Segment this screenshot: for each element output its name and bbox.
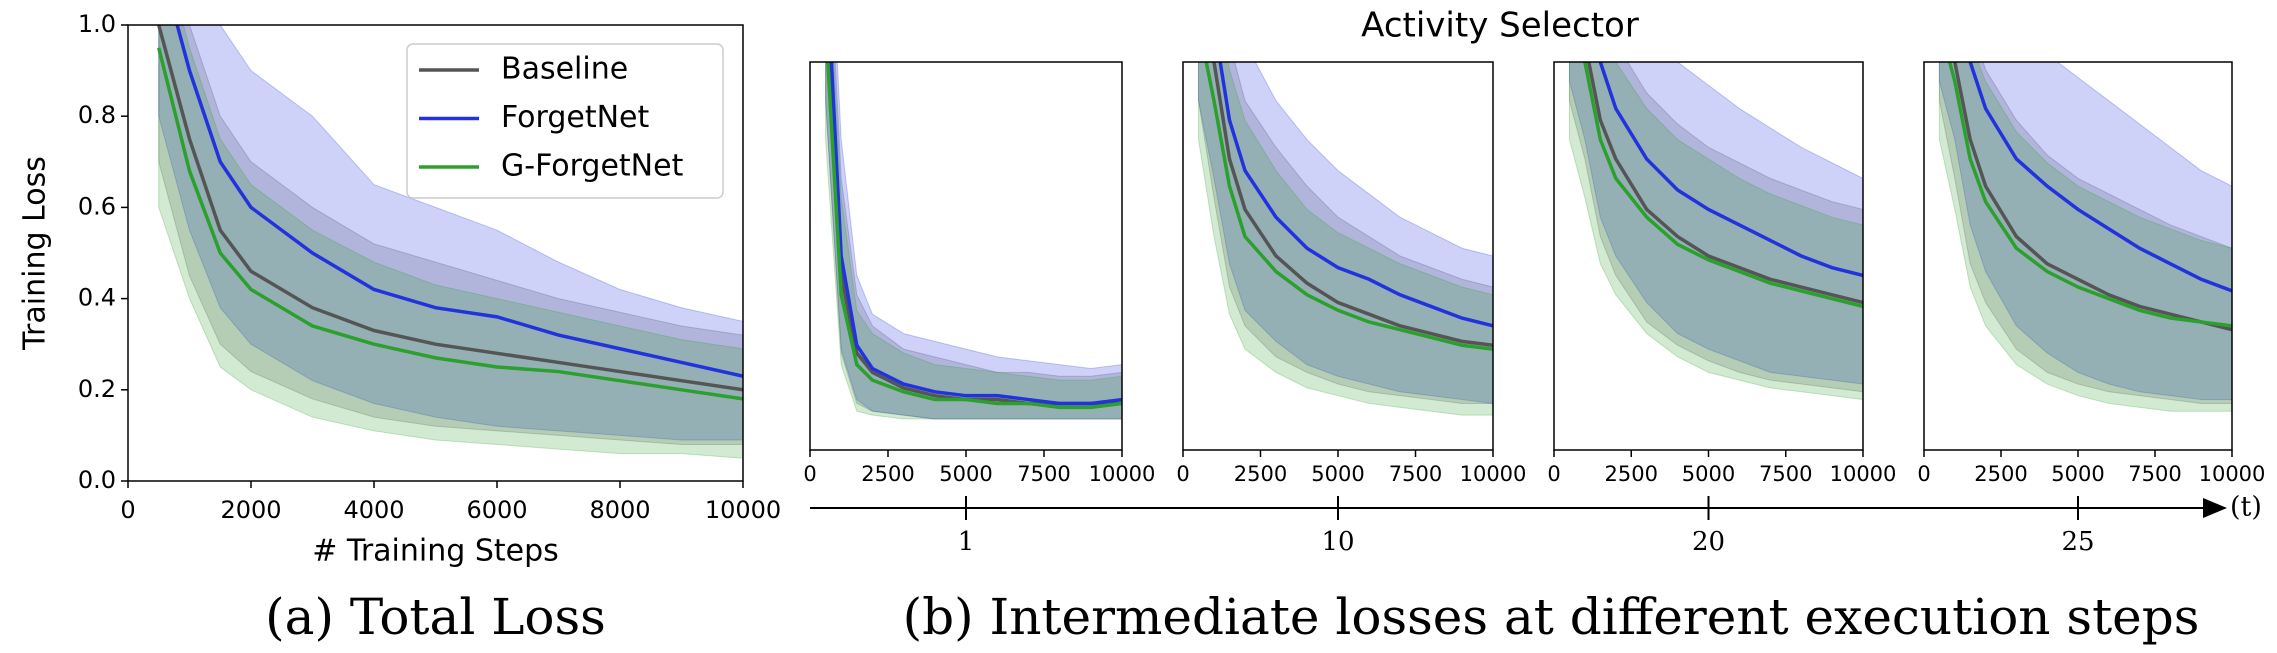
y-tick-label: 0.2 <box>78 375 116 403</box>
x-tick-label: 10000 <box>1830 462 1897 486</box>
band <box>1938 62 2232 404</box>
line <box>1583 62 1863 309</box>
x-tick-label: 5000 <box>1682 462 1735 486</box>
y-tick-label: 0.6 <box>78 192 116 220</box>
line <box>1953 62 2232 332</box>
band <box>1568 62 1863 393</box>
x-tick-label: 10000 <box>705 496 781 524</box>
band <box>1198 62 1493 416</box>
plot-area <box>825 62 1122 420</box>
x-tick-label: 0 <box>120 496 135 524</box>
band <box>825 62 1122 420</box>
x-axis-label: # Training Steps <box>312 534 559 569</box>
plot-area <box>1198 62 1493 416</box>
line <box>1598 62 1863 278</box>
band <box>1938 62 2232 412</box>
x-tick-label: 10000 <box>1089 462 1156 486</box>
band <box>1568 62 1863 385</box>
legend-label: Baseline <box>501 52 628 87</box>
band <box>158 25 743 459</box>
line <box>1212 62 1493 347</box>
x-tick-label: 10000 <box>1460 462 1527 486</box>
band <box>1568 62 1863 401</box>
legend-label: G-ForgetNet <box>501 149 684 184</box>
line <box>1968 62 2232 293</box>
band <box>158 25 743 441</box>
line <box>1947 62 2232 328</box>
timeline-step-label: 25 <box>2061 527 2094 557</box>
x-tick-label: 7500 <box>2128 462 2181 486</box>
timeline-label: (t) <box>2230 492 2262 523</box>
axes-frame <box>127 24 744 482</box>
plot-area <box>1568 62 1863 401</box>
band <box>825 62 1122 420</box>
line <box>175 25 743 378</box>
line <box>1586 62 1863 305</box>
y-axis-label: Training Loss <box>18 156 53 351</box>
x-tick-label: 2500 <box>1605 462 1658 486</box>
line <box>157 47 743 401</box>
x-tick-label: 2500 <box>1974 462 2027 486</box>
x-tick-label: 7500 <box>1017 462 1070 486</box>
x-tick-label: 5000 <box>1311 462 1364 486</box>
x-tick-label: 7500 <box>1759 462 1812 486</box>
plot-area <box>1938 62 2232 412</box>
y-tick-label: 0.4 <box>78 284 116 312</box>
x-tick-label: 4000 <box>343 496 404 524</box>
band <box>1198 62 1493 404</box>
x-tick-label: 8000 <box>589 496 650 524</box>
x-tick-label: 0 <box>1917 462 1930 486</box>
panel-caption: (b) Intermediate losses at different exe… <box>903 588 2200 646</box>
band <box>1198 62 1493 404</box>
x-tick-label: 6000 <box>466 496 527 524</box>
x-tick-label: 2500 <box>1234 462 1287 486</box>
x-tick-label: 2500 <box>861 462 914 486</box>
line <box>1218 62 1493 328</box>
x-tick-label: 0 <box>803 462 816 486</box>
line <box>1204 62 1493 351</box>
panel-title: Activity Selector <box>1361 6 1639 46</box>
x-tick-label: 5000 <box>939 462 992 486</box>
caption: (a) Total Loss <box>265 588 606 646</box>
legend-label: ForgetNet <box>501 100 650 135</box>
band <box>825 62 1122 420</box>
line <box>826 62 1122 410</box>
x-tick-label: 5000 <box>2051 462 2104 486</box>
x-tick-label: 10000 <box>2199 462 2266 486</box>
x-tick-label: 0 <box>1176 462 1189 486</box>
x-tick-label: 7500 <box>1389 462 1442 486</box>
x-tick-label: 2000 <box>220 496 281 524</box>
y-tick-label: 1.0 <box>78 10 116 38</box>
y-tick-label: 0.0 <box>78 466 116 494</box>
legend-box <box>406 43 724 199</box>
timeline-step-label: 20 <box>1692 527 1725 557</box>
timeline-step-label: 1 <box>958 527 975 557</box>
line <box>829 62 1122 406</box>
x-tick-label: 0 <box>1547 462 1560 486</box>
y-tick-label: 0.8 <box>78 101 116 129</box>
line <box>157 25 743 392</box>
band <box>158 25 743 446</box>
plot-area <box>157 25 743 459</box>
timeline-step-label: 10 <box>1321 527 1354 557</box>
